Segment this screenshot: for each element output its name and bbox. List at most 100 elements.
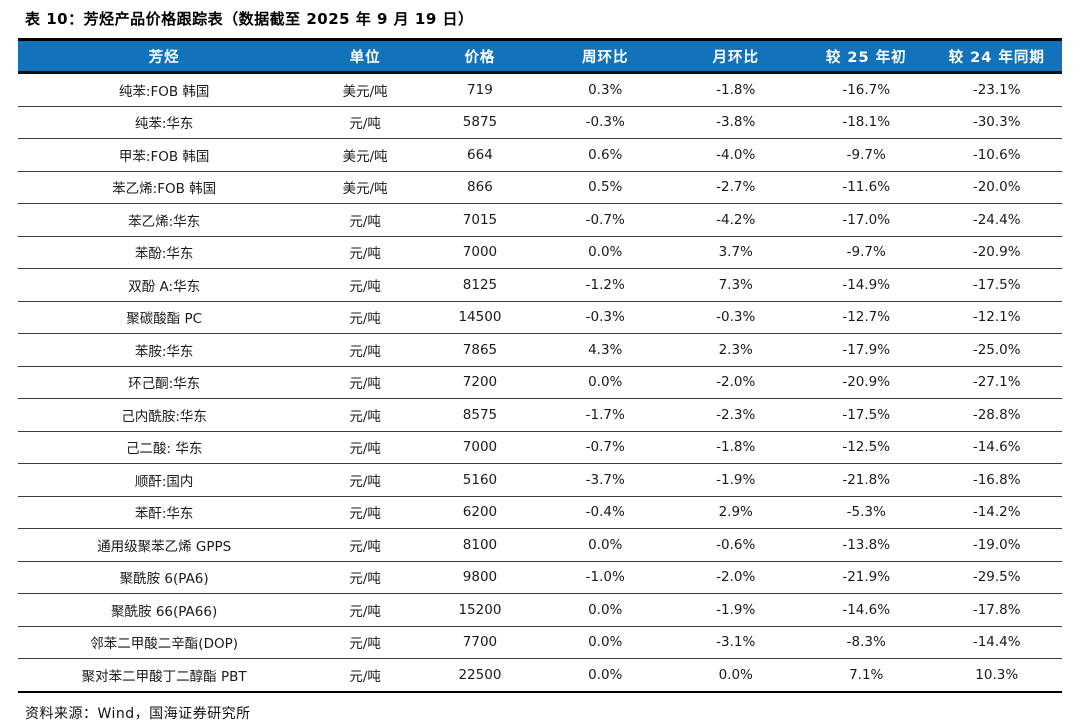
cell-ytd-change: -14.6% [800, 593, 932, 627]
cell-ytd-change: -21.8% [800, 463, 932, 497]
cell-wow-change: -1.0% [539, 561, 671, 594]
cell-mom-change: -4.0% [670, 138, 801, 172]
cell-unit: 元/吨 [310, 106, 420, 139]
cell-ytd-change: -17.9% [800, 333, 932, 367]
cell-mom-change: -2.0% [670, 366, 801, 399]
cell-ytd-change: -16.7% [800, 72, 932, 107]
cell-ytd-change: -12.7% [800, 301, 932, 334]
col-header-unit: 单位 [310, 39, 420, 74]
col-header-wow-change: 周环比 [539, 39, 671, 74]
cell-unit: 元/吨 [310, 333, 420, 367]
cell-ytd-change: -9.7% [800, 138, 932, 172]
cell-price: 14500 [419, 301, 540, 334]
cell-product: 聚对苯二甲酸丁二醇酯 PBT [81, 668, 247, 685]
col-header-price: 价格 [419, 39, 540, 74]
cell-yoy-change: -19.0% [931, 528, 1062, 562]
cell-mom-change: 2.3% [670, 333, 801, 367]
cell-unit: 元/吨 [310, 496, 420, 529]
cell-product: 纯苯:FOB 韩国 [18, 72, 311, 107]
cell-ytd-change: -17.0% [800, 203, 932, 237]
cell-yoy-change: -25.0% [931, 333, 1062, 367]
cell-yoy-change: -16.8% [931, 463, 1062, 497]
cell-ytd-change: -9.7% [800, 236, 932, 269]
cell-ytd-change: -11.6% [800, 171, 932, 204]
table-row: 双酚 A:华东 元/吨 8125 -1.2% 7.3% -14.9% -17.5% [18, 268, 1062, 302]
cell-product: 环己酮:华东 [18, 366, 311, 399]
cell-unit: 元/吨 [349, 668, 381, 685]
cell-unit: 元/吨 [310, 203, 420, 237]
cell-yoy-change: -14.4% [931, 626, 1062, 659]
cell-yoy-change: -20.9% [931, 236, 1062, 269]
cell-product: 苯酐:华东 [18, 496, 311, 529]
col-header-yoy-change: 较 24 年同期 [931, 39, 1062, 74]
cell-wow-change: -0.4% [539, 496, 671, 529]
cell-product: 纯苯:华东 [18, 106, 311, 139]
cell-unit: 元/吨 [310, 593, 420, 627]
cell-yoy-change: -14.6% [931, 431, 1062, 464]
cell-price: 22500 [458, 666, 502, 683]
table-row: 聚碳酸酯 PC 元/吨 14500 -0.3% -0.3% -12.7% -12.1% [18, 301, 1062, 334]
table-row: 通用级聚苯乙烯 GPPS 元/吨 8100 0.0% -0.6% -13.8% -19.0% [18, 528, 1062, 562]
cell-unit: 美元/吨 [310, 72, 420, 107]
cell-mom-change: -1.8% [670, 72, 801, 107]
cell-wow-change: -0.7% [539, 203, 671, 237]
cell-price: 15200 [419, 593, 540, 627]
price-table-container: 芳烃 单位 价格 周环比 月环比 较 25 年初 较 24 年同期 纯苯:FOB… [18, 38, 1062, 693]
cell-unit: 元/吨 [310, 301, 420, 334]
table-row: 聚对苯二甲酸丁二醇酯 PBT 元/吨 22500 0.0% 0.0% 7.1% 10.3% [18, 659, 1062, 692]
cell-ytd-change: -8.3% [800, 626, 932, 659]
cell-product: 双酚 A:华东 [18, 268, 311, 302]
table-row: 苯乙烯:FOB 韩国 美元/吨 866 0.5% -2.7% -11.6% -20.0% [18, 171, 1062, 204]
cell-wow-change: -0.3% [539, 301, 671, 334]
cell-mom-change: 0.0% [718, 666, 753, 683]
table-row: 纯苯:华东 元/吨 5875 -0.3% -3.8% -18.1% -30.3% [18, 106, 1062, 139]
cell-yoy-change: -10.6% [931, 138, 1062, 172]
table-row: 甲苯:FOB 韩国 美元/吨 664 0.6% -4.0% -9.7% -10.6% [18, 138, 1062, 172]
cell-mom-change: -0.3% [670, 301, 801, 334]
cell-price: 5875 [419, 106, 540, 139]
cell-ytd-change: -21.9% [800, 561, 932, 594]
cell-product: 甲苯:FOB 韩国 [18, 138, 311, 172]
cell-product: 苯胺:华东 [18, 333, 311, 367]
cell-ytd-change: 7.1% [849, 666, 884, 683]
cell-product: 己内酰胺:华东 [18, 398, 311, 432]
cell-mom-change: 7.3% [670, 268, 801, 302]
cell-mom-change: -1.9% [670, 463, 801, 497]
cell-unit: 元/吨 [310, 236, 420, 269]
cell-unit: 元/吨 [310, 398, 420, 432]
table-row: 己内酰胺:华东 元/吨 8575 -1.7% -2.3% -17.5% -28.8% [18, 398, 1062, 432]
cell-ytd-change: -20.9% [800, 366, 932, 399]
header-row: 芳烃 单位 价格 周环比 月环比 较 25 年初 较 24 年同期 [18, 39, 1062, 74]
cell-wow-change: 0.0% [539, 236, 671, 269]
cell-wow-change: -0.3% [539, 106, 671, 139]
price-table: 芳烃 单位 价格 周环比 月环比 较 25 年初 较 24 年同期 纯苯:FOB… [18, 38, 1062, 693]
cell-wow-change: 0.6% [539, 138, 671, 172]
cell-price: 7015 [419, 203, 540, 237]
cell-ytd-change: -14.9% [800, 268, 932, 302]
table-row: 苯酚:华东 元/吨 7000 0.0% 3.7% -9.7% -20.9% [18, 236, 1062, 269]
col-header-product: 芳烃 [18, 39, 311, 74]
cell-mom-change: -1.9% [670, 593, 801, 627]
cell-ytd-change: -5.3% [800, 496, 932, 529]
cell-wow-change: -1.7% [539, 398, 671, 432]
cell-product: 聚酰胺 6(PA6) [18, 561, 311, 594]
table-row: 纯苯:FOB 韩国 美元/吨 719 0.3% -1.8% -16.7% -23.1% [18, 72, 1062, 107]
cell-yoy-change: -20.0% [931, 171, 1062, 204]
cell-product: 己二酸: 华东 [18, 431, 311, 464]
cell-yoy-change: -12.1% [931, 301, 1062, 334]
cell-price: 7700 [419, 626, 540, 659]
cell-ytd-change: -18.1% [800, 106, 932, 139]
col-header-mom-change: 月环比 [670, 39, 801, 74]
table-row: 苯胺:华东 元/吨 7865 4.3% 2.3% -17.9% -25.0% [18, 333, 1062, 367]
cell-mom-change: -3.8% [670, 106, 801, 139]
cell-price: 8575 [419, 398, 540, 432]
cell-unit: 元/吨 [310, 366, 420, 399]
cell-product: 苯酚:华东 [18, 236, 311, 269]
cell-yoy-change: -28.8% [931, 398, 1062, 432]
cell-unit: 元/吨 [310, 463, 420, 497]
cell-yoy-change: -27.1% [931, 366, 1062, 399]
cell-unit: 美元/吨 [310, 138, 420, 172]
table-title: 表 10：芳烃产品价格跟踪表（数据截至 2025 年 9 月 19 日） [25, 10, 474, 28]
cell-mom-change: -2.3% [670, 398, 801, 432]
cell-price: 664 [419, 138, 540, 172]
